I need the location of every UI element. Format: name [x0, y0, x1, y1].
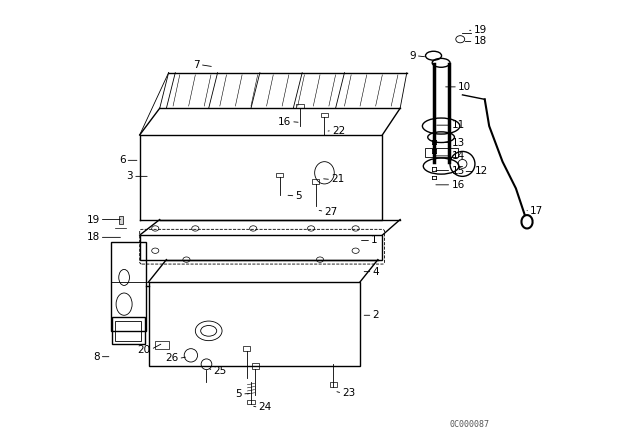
Text: 1: 1	[371, 236, 378, 246]
Bar	[312, 180, 319, 184]
Text: 0C000087: 0C000087	[449, 420, 489, 429]
Bar	[276, 173, 284, 177]
Ellipse shape	[432, 58, 450, 67]
Text: 15: 15	[451, 166, 465, 176]
Bar	[243, 345, 250, 351]
Bar	[148, 282, 360, 366]
Text: 16: 16	[278, 116, 291, 127]
Text: 21: 21	[331, 174, 344, 185]
Bar	[296, 104, 303, 108]
Text: 11: 11	[451, 120, 465, 130]
Text: 10: 10	[458, 82, 471, 92]
Text: 5: 5	[296, 191, 302, 201]
Text: 23: 23	[342, 388, 355, 398]
Bar	[330, 382, 337, 387]
Bar	[321, 113, 328, 117]
Text: 25: 25	[213, 366, 227, 376]
Text: 19: 19	[474, 26, 487, 35]
Text: 24: 24	[259, 402, 272, 413]
Bar	[111, 242, 147, 331]
Text: 14: 14	[451, 151, 465, 161]
Text: 3: 3	[126, 172, 133, 181]
Text: 27: 27	[324, 207, 338, 216]
Text: 26: 26	[165, 353, 179, 363]
Text: 7: 7	[193, 60, 200, 69]
Text: 8: 8	[93, 352, 100, 362]
Text: 16: 16	[451, 180, 465, 190]
Text: 20: 20	[138, 345, 151, 354]
Text: 9: 9	[409, 51, 416, 61]
Bar	[119, 216, 124, 224]
Bar	[156, 340, 168, 349]
Text: 22: 22	[332, 125, 345, 135]
Text: 12: 12	[475, 167, 488, 177]
Bar	[115, 321, 141, 340]
Text: 5: 5	[236, 389, 242, 399]
Text: 6: 6	[119, 155, 125, 165]
Text: 13: 13	[451, 138, 465, 147]
Text: 18: 18	[474, 36, 487, 47]
Text: 2: 2	[372, 310, 379, 320]
Bar	[248, 400, 255, 404]
Text: 4: 4	[372, 267, 379, 276]
Bar	[252, 363, 259, 369]
Bar	[111, 318, 145, 344]
Text: 17: 17	[530, 206, 543, 215]
Bar	[140, 235, 382, 260]
Bar	[424, 148, 458, 157]
Text: 19: 19	[86, 215, 100, 224]
Text: 18: 18	[86, 233, 100, 242]
